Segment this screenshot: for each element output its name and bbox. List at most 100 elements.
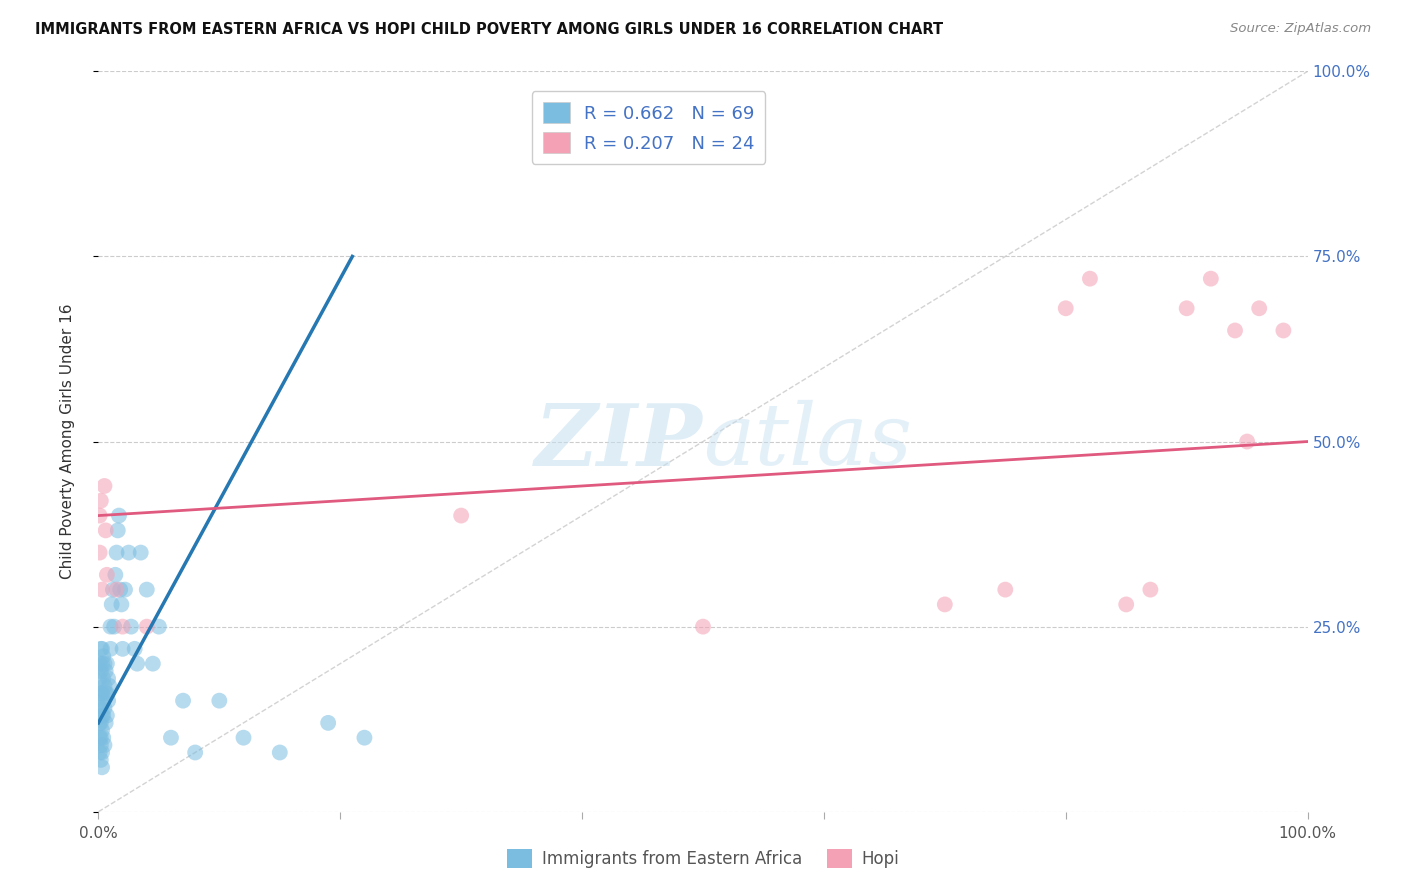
Point [1175,301,1198,316]
Point [96,567,118,582]
Point [90,715,112,730]
Point [90,686,112,700]
Point [1115,598,1137,612]
Point [93,679,115,693]
Point [160,731,183,745]
Point [232,731,254,745]
Point [105,546,128,560]
Point [91,641,114,656]
Point [90,738,112,752]
Point [135,619,157,633]
Point [91,731,114,745]
Point [934,598,956,612]
Point [108,508,131,523]
Point [89,701,111,715]
Point [91,708,114,723]
Point [91,708,114,723]
Point [93,657,115,671]
Point [1078,271,1101,285]
Point [90,493,112,508]
Point [97,672,120,686]
Point [142,657,165,671]
Point [91,686,114,700]
Point [91,694,114,708]
Point [135,582,157,597]
Point [89,657,111,671]
Point [124,641,146,656]
Point [96,657,118,671]
Text: ZIP: ZIP [536,400,703,483]
Point [94,715,117,730]
Point [91,746,114,760]
Point [108,582,131,597]
Text: atlas: atlas [703,401,912,483]
Point [450,508,472,523]
Point [994,582,1017,597]
Point [118,546,141,560]
Point [89,731,111,745]
Point [127,657,149,671]
Point [114,582,136,597]
Point [1199,271,1222,285]
Point [89,546,111,560]
Point [97,694,120,708]
Text: IMMIGRANTS FROM EASTERN AFRICA VS HOPI CHILD POVERTY AMONG GIRLS UNDER 16 CORREL: IMMIGRANTS FROM EASTERN AFRICA VS HOPI C… [35,22,943,37]
Text: Source: ZipAtlas.com: Source: ZipAtlas.com [1230,22,1371,36]
Point [91,723,114,738]
Point [104,567,127,582]
Point [96,708,118,723]
Point [1139,582,1161,597]
Point [89,715,111,730]
Point [100,619,122,633]
Point [91,582,114,597]
Point [93,479,115,493]
Point [94,686,117,700]
Legend: Immigrants from Eastern Africa, Hopi: Immigrants from Eastern Africa, Hopi [501,842,905,875]
Point [111,619,134,633]
Point [89,508,111,523]
Point [100,641,122,656]
Point [129,546,152,560]
Point [105,582,128,597]
Point [91,649,114,664]
Point [269,746,291,760]
Point [93,738,115,752]
Point [353,731,375,745]
Point [94,664,117,678]
Point [91,657,114,671]
Point [93,701,115,715]
Point [90,641,112,656]
Point [1054,301,1077,316]
Y-axis label: Child Poverty Among Girls Under 16: Child Poverty Among Girls Under 16 [60,304,75,579]
Point [110,598,132,612]
Point [172,694,194,708]
Point [90,664,112,678]
Point [1249,301,1271,316]
Point [316,715,339,730]
Point [100,598,122,612]
Point [91,672,114,686]
Legend: R = 0.662   N = 69, R = 0.207   N = 24: R = 0.662 N = 69, R = 0.207 N = 24 [531,92,765,164]
Point [90,731,112,745]
Point [120,619,142,633]
Point [1223,324,1246,338]
Point [90,701,112,715]
Point [91,760,114,774]
Point [98,679,121,693]
Point [94,524,117,538]
Point [89,672,111,686]
Point [184,746,207,760]
Point [208,694,231,708]
Point [148,619,170,633]
Point [96,686,118,700]
Point [692,619,714,633]
Point [107,524,129,538]
Point [89,686,111,700]
Point [1236,434,1258,449]
Point [103,619,125,633]
Point [90,753,112,767]
Point [1272,324,1295,338]
Point [89,746,111,760]
Point [111,641,134,656]
Point [101,582,124,597]
